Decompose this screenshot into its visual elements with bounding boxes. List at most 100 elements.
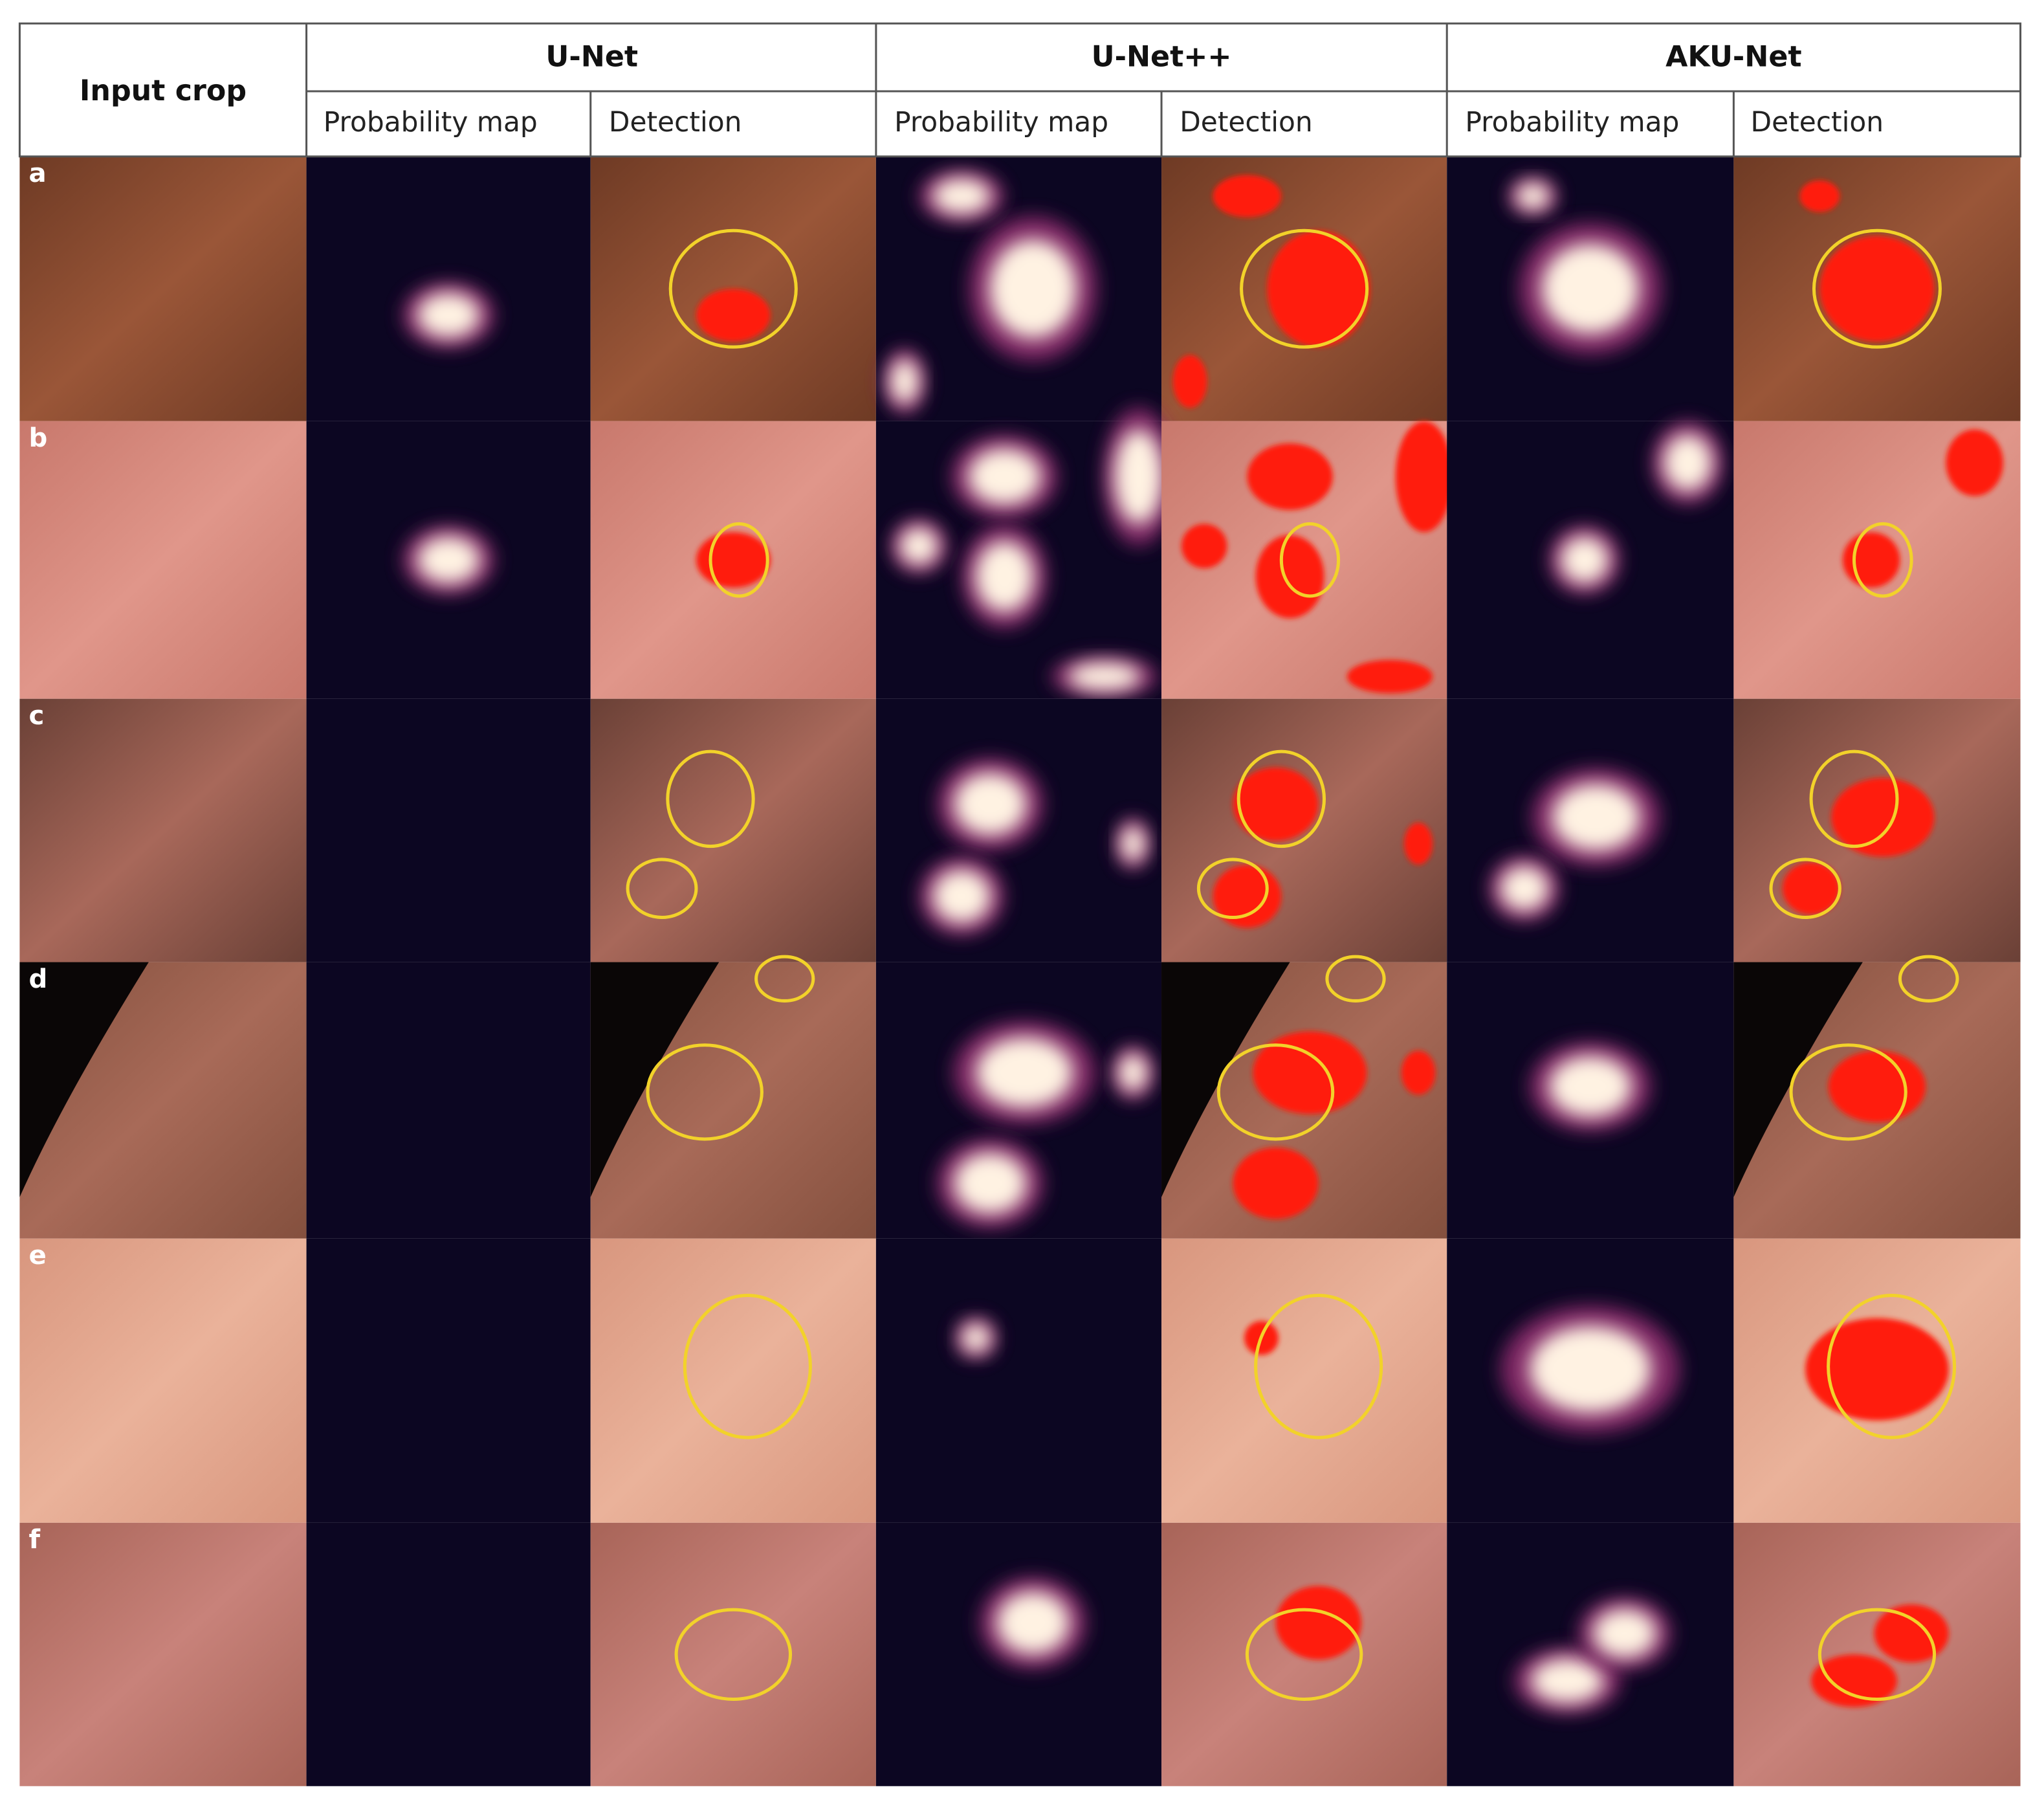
detection-region <box>1267 230 1370 348</box>
probability-core <box>417 536 480 584</box>
detection-region <box>1247 443 1333 510</box>
ground-truth-outline <box>1279 522 1341 598</box>
detection-region <box>1172 355 1207 408</box>
probability-core <box>1118 1054 1148 1092</box>
skin-image <box>19 698 307 962</box>
ground-truth-outline <box>646 1043 764 1141</box>
probability-core <box>899 527 939 565</box>
probability-core <box>968 448 1041 505</box>
probability-core <box>1593 1608 1656 1658</box>
probability-core <box>1529 1325 1651 1413</box>
skin-image <box>19 156 307 421</box>
row-label: d <box>29 964 48 994</box>
skin-image <box>1161 1238 1447 1523</box>
ground-truth-outline <box>1216 1043 1335 1141</box>
ground-truth-outline <box>668 228 798 349</box>
probability-core <box>1500 866 1549 911</box>
subheader: Detection <box>1180 106 1312 138</box>
detection-region <box>1805 1318 1949 1421</box>
ground-truth-outline <box>754 955 815 1003</box>
row-label: b <box>29 423 48 453</box>
ground-truth-outline <box>1827 1294 1957 1439</box>
ground-truth-outline <box>1240 228 1369 349</box>
ground-truth-outline <box>1254 1294 1383 1439</box>
subheader: Detection <box>609 106 742 138</box>
detection-region <box>1811 1654 1897 1707</box>
input-crop-header: Input crop <box>80 74 247 107</box>
subheader: Probability map <box>894 106 1108 138</box>
group-header: U-Net <box>545 41 638 74</box>
probability-core <box>954 1153 1027 1214</box>
skin-image <box>1733 1522 2021 1786</box>
probability-core <box>1068 662 1141 691</box>
group-header: AKU-Net <box>1665 41 1801 74</box>
detection-region <box>1346 660 1433 694</box>
image-grid: a b c d e f <box>19 156 2021 1786</box>
detection-region <box>1275 1586 1361 1660</box>
ground-truth-outline <box>1809 749 1899 848</box>
skin-image <box>19 421 307 699</box>
detection-region <box>1181 524 1227 569</box>
row-label: e <box>29 1241 47 1270</box>
skin-image <box>590 156 876 421</box>
skin-image <box>590 1522 876 1786</box>
group-header: U-Net++ <box>1092 41 1232 74</box>
probability-core <box>1552 783 1640 851</box>
ground-truth-outline <box>1812 228 1942 349</box>
probability-core <box>890 359 919 405</box>
detection-region <box>696 532 771 588</box>
ground-truth-outline <box>666 749 755 848</box>
probability-core <box>1530 1658 1604 1703</box>
probability-core <box>976 1037 1073 1108</box>
probability-map <box>306 962 591 1239</box>
ground-truth-outline <box>1245 1608 1363 1702</box>
probability-map <box>306 698 591 962</box>
detection-region <box>1799 180 1840 212</box>
ground-truth-outline <box>1852 522 1913 598</box>
probability-core <box>989 239 1077 338</box>
probability-core <box>417 293 480 338</box>
probability-core <box>1663 434 1713 491</box>
ground-truth-outline <box>1196 858 1269 919</box>
ground-truth-outline <box>1769 858 1841 919</box>
detection-region <box>1874 1604 1949 1663</box>
dark-background <box>19 962 149 1197</box>
probability-core <box>1121 825 1145 862</box>
probability-core <box>1548 1056 1632 1118</box>
detection-region <box>1404 822 1433 865</box>
row-label: f <box>29 1525 41 1555</box>
detection-region <box>1213 865 1282 928</box>
probability-core <box>975 541 1034 612</box>
dark-background <box>1161 962 1290 1197</box>
probability-core <box>996 1591 1070 1654</box>
row-label: c <box>29 701 45 731</box>
probability-core <box>961 1324 991 1353</box>
dark-background <box>590 962 720 1197</box>
detection-region <box>1828 1050 1926 1123</box>
probability-map <box>306 1238 591 1523</box>
detection-region <box>1819 236 1935 342</box>
subheader: Probability map <box>324 106 538 138</box>
header: Input crop U-Net U-Net++ AKU-Net Probabi… <box>18 22 2022 158</box>
probability-core <box>954 773 1027 836</box>
detection-region <box>1233 1147 1319 1219</box>
detection-region <box>1782 862 1840 915</box>
ground-truth-outline <box>683 1294 812 1439</box>
ground-truth-outline <box>709 522 769 598</box>
detection-region <box>1253 1031 1367 1114</box>
detection-region <box>1213 175 1282 217</box>
skin-image <box>590 698 876 962</box>
row-label: a <box>29 159 47 188</box>
detection-region <box>1395 421 1453 533</box>
dark-background <box>1733 962 1863 1197</box>
detection-region <box>1831 777 1935 857</box>
skin-image <box>590 1238 876 1523</box>
ground-truth-outline <box>1236 749 1326 848</box>
detection-region <box>1233 767 1319 841</box>
detection-region <box>696 289 771 342</box>
detection-region <box>1946 429 2003 496</box>
detection-region <box>1255 535 1324 619</box>
ground-truth-outline <box>674 1608 793 1702</box>
probability-core <box>1560 536 1609 584</box>
subheader: Probability map <box>1465 106 1679 138</box>
